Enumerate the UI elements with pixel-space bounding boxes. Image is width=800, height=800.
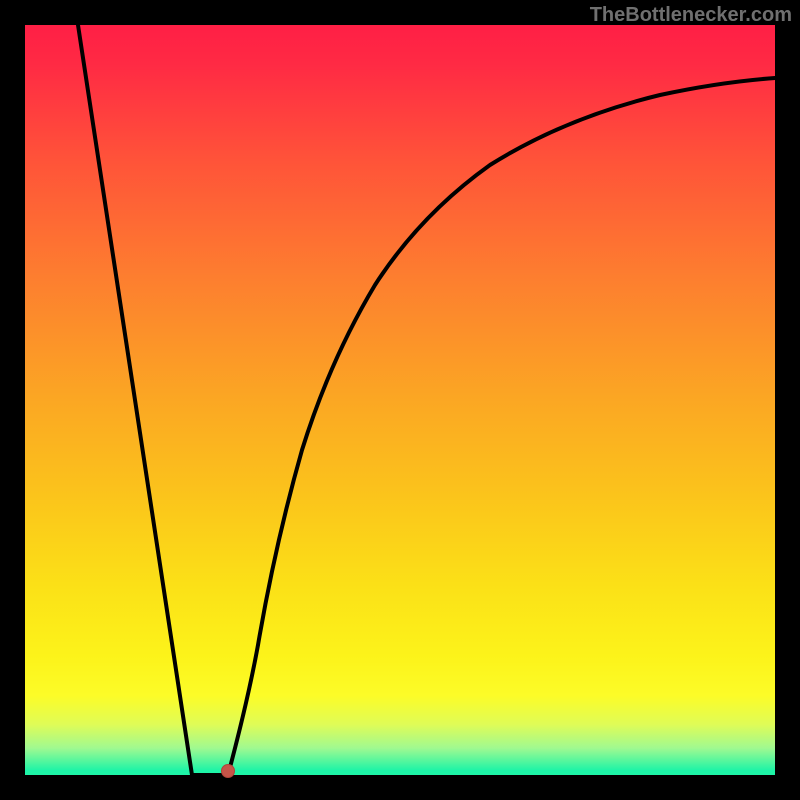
optimum-marker <box>221 764 235 778</box>
bottleneck-curve <box>78 25 775 775</box>
watermark-text: TheBottlenecker.com <box>590 4 792 27</box>
bottleneck-chart: TheBottlenecker.com <box>0 0 800 800</box>
curve-layer <box>0 0 800 800</box>
